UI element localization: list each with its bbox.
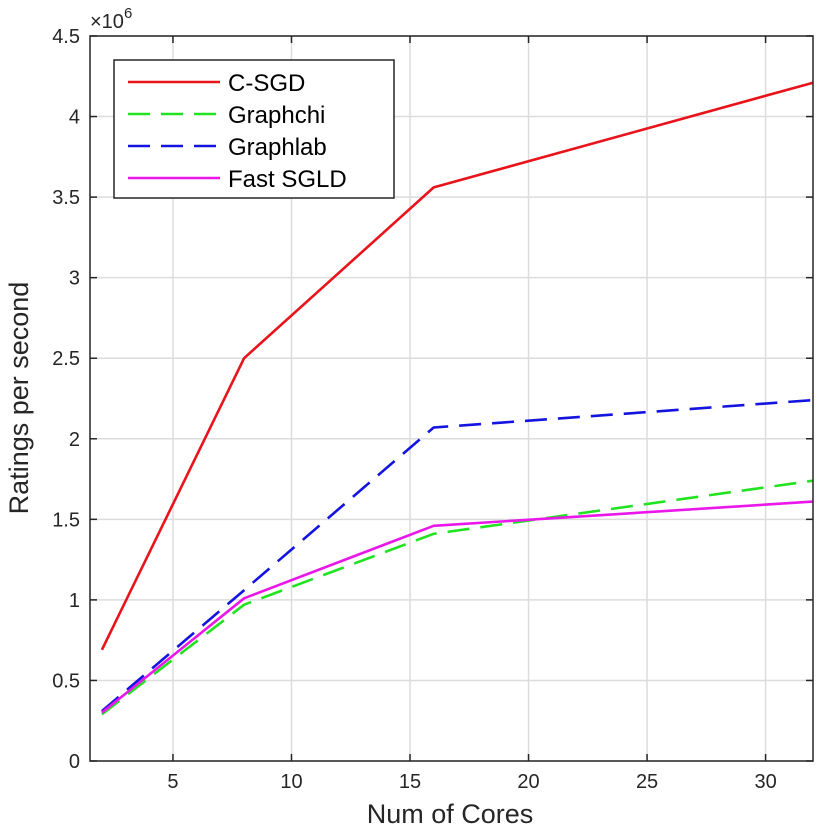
legend-label-graphchi: Graphchi (228, 102, 325, 129)
x-tick-label: 15 (399, 771, 421, 793)
series-layer (100, 81, 814, 716)
legend-items: C-SGD Graphchi Graphlab Fast SGLD (128, 70, 347, 193)
tick-labels: 5 10 15 20 25 30 0 0.5 1 1.5 2 2.5 3 3.5 4 4.5 (52, 26, 777, 793)
y-axis-label: Ratings per second (4, 282, 34, 515)
x-tick-label: 25 (636, 771, 658, 793)
y-tick-label: 0 (69, 751, 80, 773)
legend-label-graphlab: Graphlab (228, 134, 327, 161)
x-tick-label: 5 (167, 771, 178, 793)
x-tick-label: 10 (280, 771, 302, 793)
axes-box (89, 35, 814, 762)
y-tick-label: 3 (69, 268, 80, 290)
series-line-fast-sgld (101, 500, 814, 714)
y-tick-label: 2.5 (52, 348, 80, 370)
y-tick-label: 3.5 (52, 187, 80, 209)
x-tick-label: 30 (754, 771, 776, 793)
y-exponent-label: ×106 (90, 5, 132, 33)
x-tick-label: 20 (517, 771, 539, 793)
legend: C-SGD Graphchi Graphlab Fast SGLD (113, 59, 395, 199)
y-tick-label: 4.5 (52, 26, 80, 48)
legend-label-fast-sgld: Fast SGLD (228, 166, 347, 193)
legend-label-c-sgd: C-SGD (228, 70, 305, 97)
y-tick-label: 1.5 (52, 509, 80, 531)
y-tick-label: 4 (69, 107, 80, 129)
ticks (90, 35, 813, 762)
series-line-c-sgd (100, 81, 814, 651)
y-tick-label: 2 (69, 429, 80, 451)
x-axis-label: Num of Cores (367, 799, 534, 829)
y-tick-label: 1 (69, 590, 80, 612)
y-tick-label: 0.5 (52, 670, 80, 692)
series-line-graphchi (101, 479, 814, 716)
grid (90, 35, 813, 762)
series-line-graphlab (101, 398, 814, 713)
